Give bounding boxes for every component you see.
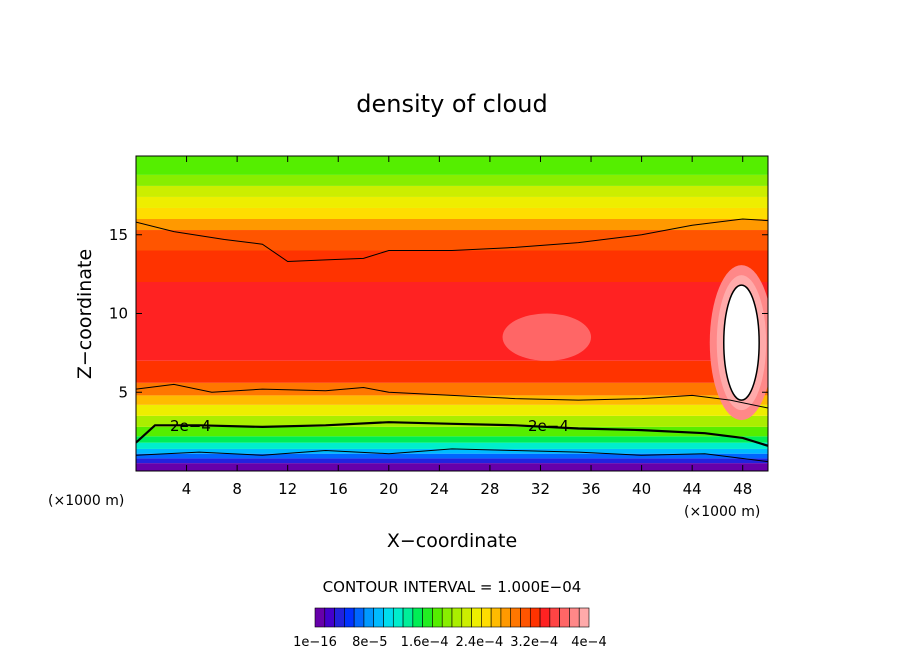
x-tick-label: 48 — [733, 480, 752, 498]
contour-band-19 — [136, 174, 768, 186]
x-tick-label: 4 — [182, 480, 192, 498]
colorbar-swatch — [314, 607, 326, 628]
colorbar-swatch — [529, 607, 541, 628]
contour-line-0 — [136, 421, 768, 447]
y-tick-label: 15 — [109, 226, 128, 244]
contour-line-3 — [136, 448, 768, 463]
contour-band-15 — [136, 219, 768, 231]
colorbar-swatch — [344, 607, 355, 628]
contour-band-4 — [136, 442, 768, 449]
contour-label-left: 2e−4 — [170, 417, 211, 435]
contour-band-0 — [136, 463, 768, 471]
colorbar-swatch — [569, 607, 580, 628]
contour-band-9 — [136, 395, 768, 405]
colorbar-swatch — [412, 607, 423, 628]
x-tick-label: 8 — [232, 480, 242, 498]
colorbar-swatch — [520, 607, 531, 628]
x-tick-label: 28 — [480, 480, 499, 498]
colorbar-swatch — [500, 607, 512, 628]
pink-patch — [502, 313, 592, 361]
contour-band-20 — [136, 156, 768, 175]
colorbar-swatch — [324, 607, 335, 628]
colorbar-swatch — [451, 607, 463, 628]
colorbar-swatch — [461, 607, 472, 628]
chart-title: density of cloud — [356, 90, 547, 118]
contour-fill-patches — [502, 265, 768, 421]
colorbar-swatch — [432, 607, 443, 628]
contour-band-16 — [136, 207, 768, 219]
contour-lines — [136, 218, 768, 463]
contour-fill-bands — [136, 156, 768, 471]
contour-line-2 — [136, 218, 768, 263]
x-tick-label: 12 — [278, 480, 297, 498]
x-tick-label: 32 — [531, 480, 550, 498]
colorbar-swatch — [441, 607, 453, 628]
x-axis-ticks: 4 8 12 16 20 24 28 32 36 40 44 48 — [182, 156, 752, 498]
contour-band-10 — [136, 382, 768, 396]
colorbar-swatch — [422, 607, 433, 628]
colorbar-label: 4e−4 — [571, 635, 606, 650]
colorbar-label: 1.6e−4 — [401, 635, 449, 650]
x-unit-left: (×1000 m) — [48, 493, 124, 509]
contour-band-7 — [136, 415, 768, 427]
colorbar-swatch — [383, 607, 394, 628]
colorbar-swatch — [392, 607, 404, 628]
colorbar-label: 3.2e−4 — [510, 635, 558, 650]
contour-band-1 — [136, 458, 768, 464]
contour-band-3 — [136, 448, 768, 454]
colorbar-swatch — [490, 607, 502, 628]
contour-band-11 — [136, 360, 768, 383]
colorbar-swatch — [373, 607, 384, 628]
contour-label-right: 2e−4 — [528, 417, 569, 435]
colorbar-swatch — [363, 607, 375, 628]
contour-band-5 — [136, 436, 768, 443]
y-axis-ticks: 5 10 15 — [109, 226, 768, 401]
plot-area — [136, 156, 768, 471]
contour-band-2 — [136, 453, 768, 459]
colorbar-swatch — [402, 607, 414, 628]
colorbar-swatch — [549, 607, 560, 628]
colorbar-label: 8e−5 — [352, 635, 387, 650]
colorbar-swatch — [353, 607, 365, 628]
x-tick-label: 40 — [632, 480, 651, 498]
x-unit-right: (×1000 m) — [684, 504, 760, 520]
colorbar-swatch — [559, 607, 570, 628]
white-blob — [723, 284, 760, 401]
y-axis-label: Z−coordinate — [74, 249, 96, 379]
contour-band-6 — [136, 426, 768, 437]
y-tick-label: 10 — [109, 305, 128, 323]
colorbar-swatch — [578, 607, 590, 628]
colorbar-swatch — [539, 607, 551, 628]
contour-band-12 — [136, 282, 768, 361]
colorbar-swatch — [334, 607, 345, 628]
colorbar-label: 2.4e−4 — [455, 635, 503, 650]
colorbar-swatch — [510, 607, 521, 628]
x-tick-label: 36 — [581, 480, 600, 498]
contour-band-17 — [136, 196, 768, 208]
contour-band-8 — [136, 404, 768, 416]
contour-line-1 — [136, 383, 768, 409]
x-axis-label: X−coordinate — [387, 530, 517, 552]
x-tick-label: 24 — [430, 480, 449, 498]
x-tick-label: 16 — [329, 480, 348, 498]
colorbar-labels: 1e−16 8e−5 1.6e−4 2.4e−4 3.2e−4 4e−4 — [293, 635, 607, 650]
colorbar-swatch — [471, 607, 482, 628]
y-tick-label: 5 — [118, 383, 128, 401]
contour-band-18 — [136, 185, 768, 197]
contour-band-14 — [136, 230, 768, 251]
contour-band-13 — [136, 250, 768, 282]
colorbar — [314, 607, 590, 628]
colorbar-label: 1e−16 — [293, 635, 337, 650]
colorbar-swatch — [481, 607, 492, 628]
x-tick-label: 44 — [683, 480, 702, 498]
x-tick-label: 20 — [379, 480, 398, 498]
contour-interval-text: CONTOUR INTERVAL = 1.000E−04 — [323, 578, 582, 596]
